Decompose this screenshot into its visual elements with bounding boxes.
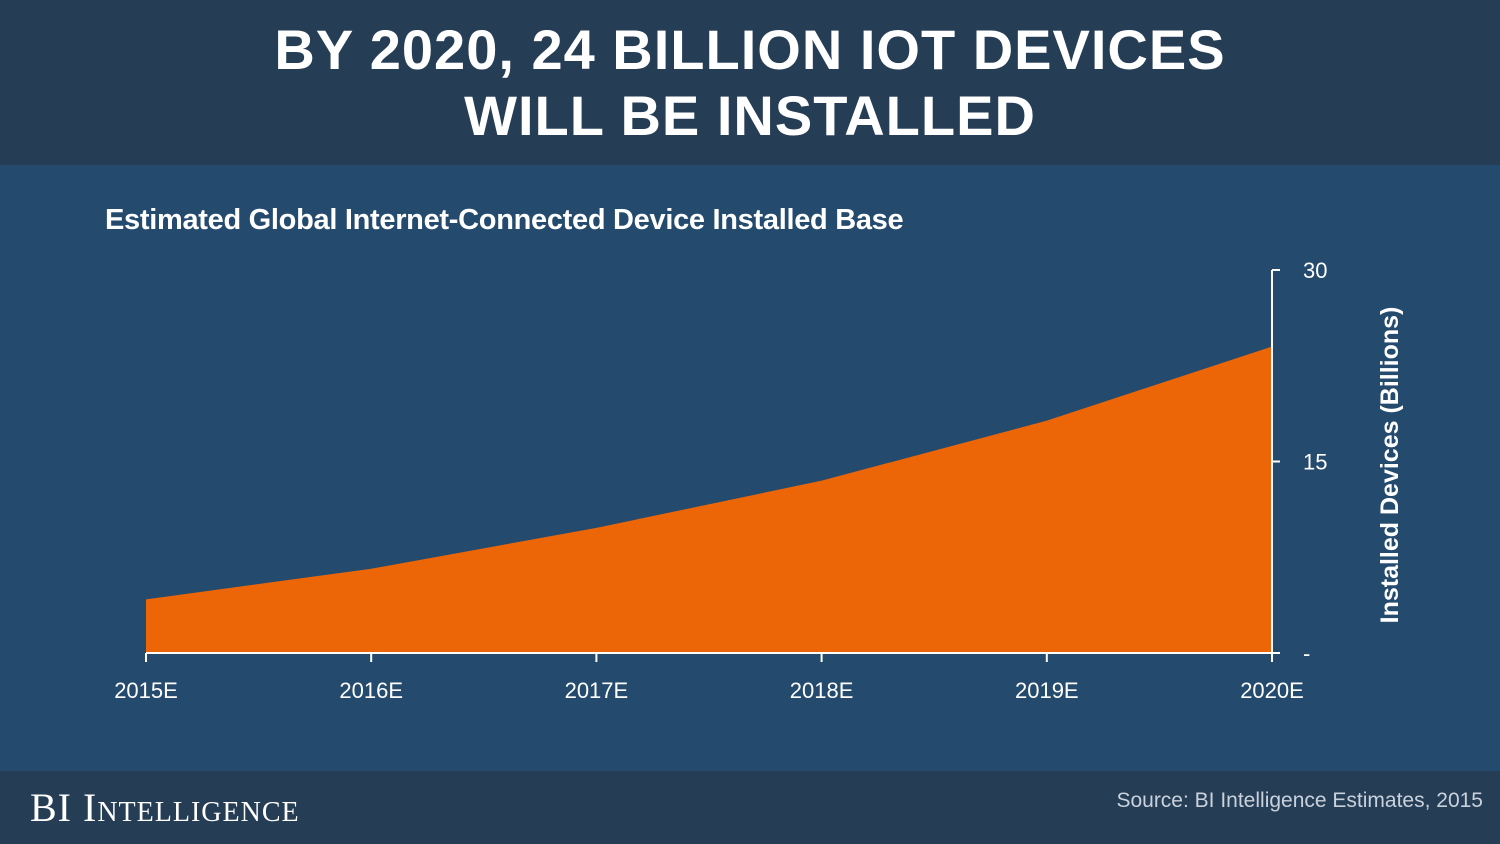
x-tick-label-2019E: 2019E	[1015, 678, 1079, 703]
x-tick-label-2015E: 2015E	[114, 678, 178, 703]
brand-logo-text: BI Intelligence	[30, 785, 300, 830]
source-note: Source: BI Intelligence Estimates, 2015	[1116, 789, 1483, 812]
x-tick-label-2018E: 2018E	[790, 678, 854, 703]
x-tick-label-2016E: 2016E	[339, 678, 403, 703]
page-title-line-1: BY 2020, 24 BILLION IOT DEVICES	[274, 17, 1226, 81]
x-tick-label-2017E: 2017E	[565, 678, 629, 703]
header-banner: BY 2020, 24 BILLION IOT DEVICES WILL BE …	[0, 0, 1500, 165]
footer-bar	[0, 771, 1500, 844]
x-tick-label-2020E: 2020E	[1240, 678, 1304, 703]
page-title-line-2: WILL BE INSTALLED	[464, 83, 1036, 147]
area-series	[146, 346, 1272, 653]
y-tick-label-15: 15	[1303, 450, 1327, 475]
y-axis-title: Installed Devices (Billions)	[1376, 307, 1404, 624]
y-tick-label-30: 30	[1303, 258, 1327, 283]
chart-title: Estimated Global Internet-Connected Devi…	[105, 204, 904, 236]
y-tick-label-0: -	[1303, 641, 1310, 666]
